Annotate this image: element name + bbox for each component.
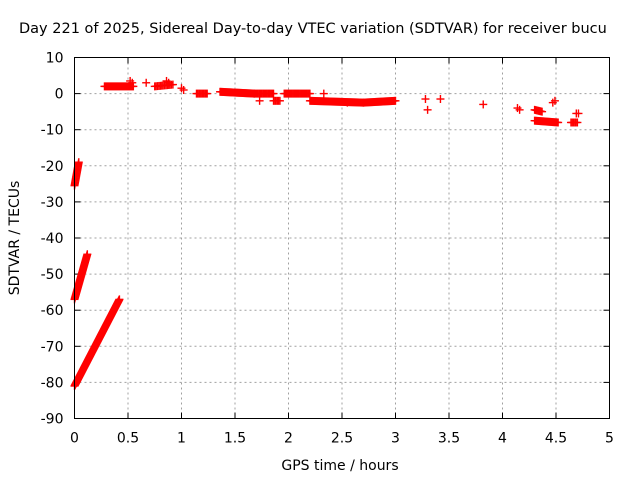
data-point	[129, 82, 138, 91]
data-point	[275, 96, 284, 105]
data-points	[70, 76, 583, 391]
data-point	[203, 89, 212, 98]
y-tick-label: -40	[41, 231, 64, 247]
y-axis-title: SDTVAR / TECUs	[7, 181, 23, 296]
data-point	[421, 95, 430, 104]
x-tick-label: 5	[605, 431, 614, 447]
y-tick-label: -20	[41, 159, 64, 175]
x-tick-label: 3.5	[438, 431, 460, 447]
data-point	[574, 109, 583, 118]
x-tick-label: 4	[498, 431, 507, 447]
x-tick-label: 1.5	[224, 431, 246, 447]
x-tick-label: 3	[391, 431, 400, 447]
x-tick-label: 1	[177, 431, 186, 447]
y-tick-label: -30	[41, 195, 64, 211]
data-point	[126, 76, 135, 85]
data-point	[142, 78, 151, 87]
data-point	[168, 80, 177, 89]
x-axis-title: GPS time / hours	[281, 458, 398, 474]
y-tick-label: -60	[41, 303, 64, 319]
data-point	[164, 78, 173, 87]
data-point	[436, 95, 445, 104]
data-point	[319, 89, 328, 98]
chart-title: Day 221 of 2025, Sidereal Day-to-day VTE…	[19, 21, 607, 37]
data-point	[343, 98, 352, 107]
data-point	[83, 250, 92, 259]
y-tick-label: -50	[41, 267, 64, 283]
data-point	[538, 107, 547, 116]
grid-lines	[74, 57, 610, 419]
y-tick-label: -70	[41, 339, 64, 355]
x-tick-label: 4.5	[545, 431, 567, 447]
x-tick-label: 0	[70, 431, 79, 447]
data-point	[423, 105, 432, 114]
y-tick-label: 0	[55, 87, 64, 103]
data-point	[573, 118, 582, 127]
data-point	[391, 96, 400, 105]
y-tick-labels: 10 0 -10 -20 -30 -40 -50 -60 -70 -80 -90	[41, 51, 64, 428]
data-point	[269, 89, 278, 98]
data-point	[179, 85, 188, 94]
y-tick-label: -90	[41, 412, 64, 428]
data-point	[550, 96, 559, 105]
x-tick-label: 0.5	[117, 431, 139, 447]
data-point	[115, 295, 124, 304]
x-tick-label: 2.5	[331, 431, 353, 447]
data-point	[479, 100, 488, 109]
data-point	[515, 105, 524, 114]
y-tick-label: -10	[41, 123, 64, 139]
y-tick-label: -80	[41, 375, 64, 391]
x-tick-labels: 0 0.5 1 1.5 2 2.5 3 3.5 4 4.5 5	[70, 431, 614, 447]
data-point	[305, 89, 314, 98]
x-tick-label: 2	[284, 431, 293, 447]
y-tick-label: 10	[46, 51, 64, 67]
plot-frame	[74, 57, 610, 419]
data-point	[74, 158, 83, 167]
data-point	[554, 118, 563, 127]
data-point	[255, 96, 264, 105]
